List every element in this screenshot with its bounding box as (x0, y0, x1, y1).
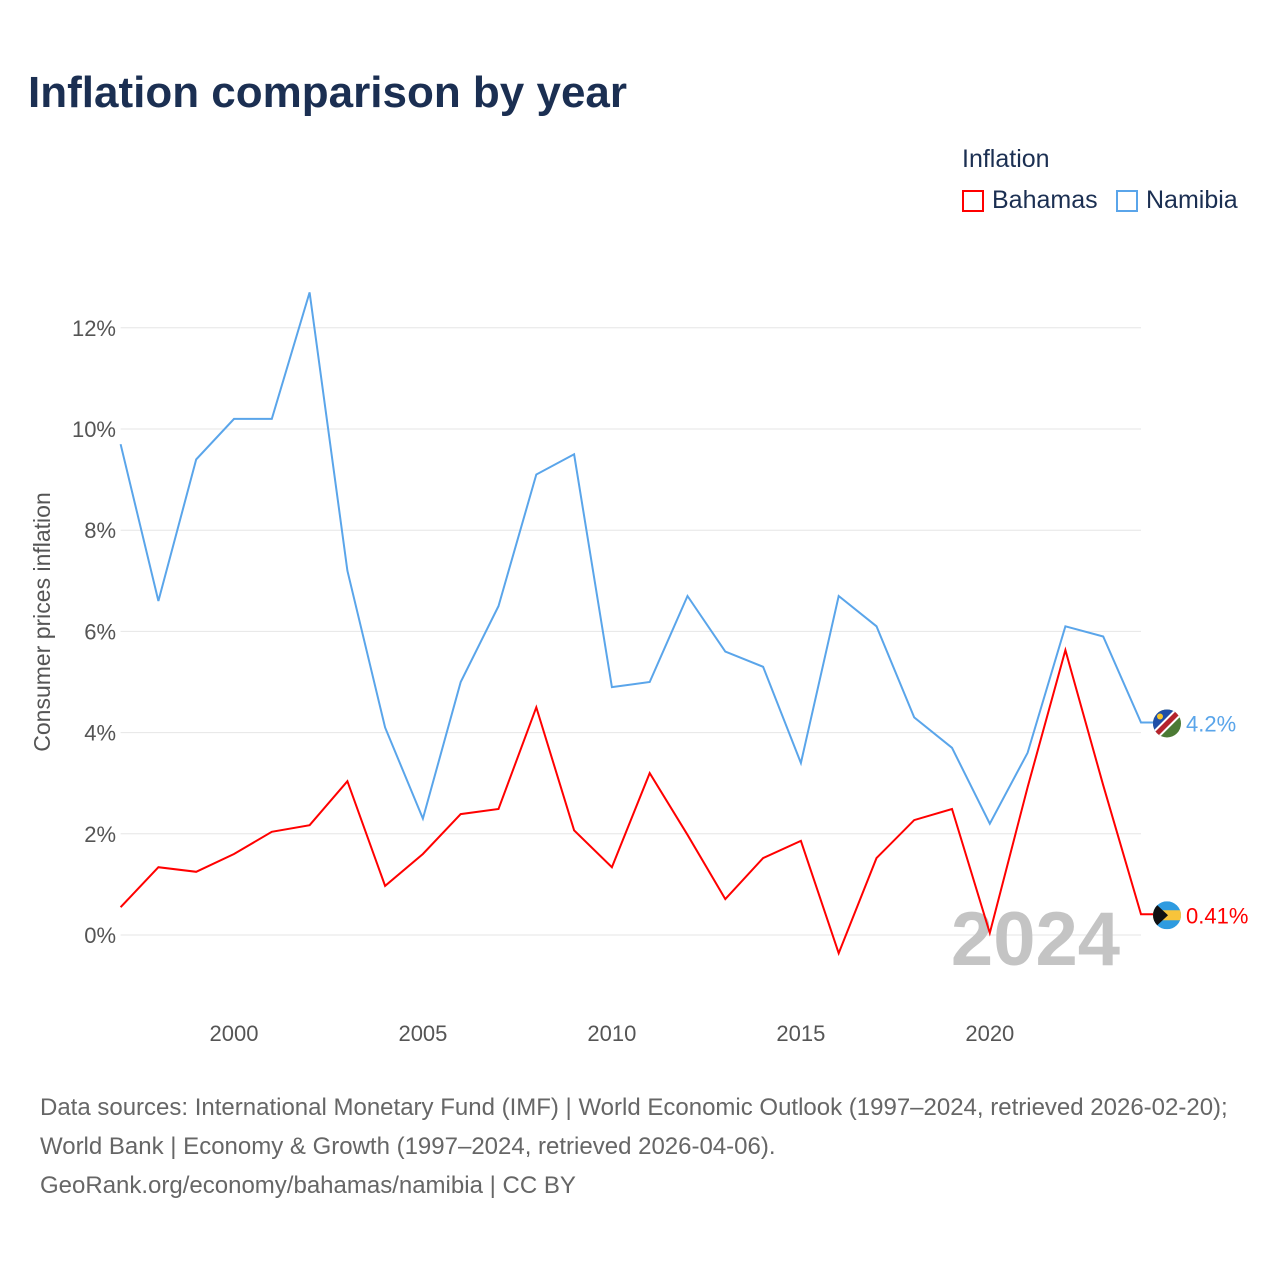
x-tick-label: 2005 (398, 1021, 447, 1046)
legend-swatch-namibia (1116, 189, 1138, 212)
y-axis-label: Consumer prices inflation (29, 492, 55, 752)
series-line-namibia (119, 292, 1153, 826)
y-tick-label: 4% (84, 721, 116, 746)
year-watermark: 2024 (951, 897, 1120, 982)
legend-swatch-bahamas (962, 189, 984, 212)
legend-item-namibia[interactable]: Namibia (1116, 186, 1238, 215)
chart-title: Inflation comparison by year (28, 68, 628, 117)
end-label-bahamas: 0.41% (1186, 903, 1248, 928)
y-tick-label: 2% (84, 822, 116, 847)
y-tick-label: 8% (84, 518, 116, 543)
legend-label-namibia: Namibia (1146, 186, 1238, 214)
namibia-flag-icon (1153, 709, 1181, 738)
bahamas-flag-icon (1153, 901, 1181, 930)
x-tick-label: 2000 (210, 1021, 259, 1046)
y-tick-label: 0% (84, 923, 116, 948)
x-tick-label: 2010 (587, 1021, 636, 1046)
end-label-namibia: 4.2% (1186, 711, 1236, 736)
footer-sources: Data sources: International Monetary Fun… (40, 1094, 1228, 1160)
footer-credit[interactable]: GeoRank.org/economy/bahamas/namibia | CC… (40, 1172, 576, 1199)
legend-title: Inflation (962, 145, 1050, 173)
x-tick-label: 2015 (776, 1021, 825, 1046)
y-tick-label: 10% (72, 417, 116, 442)
legend-label-bahamas: Bahamas (992, 186, 1098, 214)
y-tick-label: 12% (72, 316, 116, 341)
footer: Data sources: International Monetary Fun… (40, 1088, 1250, 1205)
y-tick-label: 6% (84, 619, 116, 644)
x-tick-label: 2020 (965, 1021, 1014, 1046)
legend-item-bahamas[interactable]: Bahamas (962, 186, 1098, 215)
